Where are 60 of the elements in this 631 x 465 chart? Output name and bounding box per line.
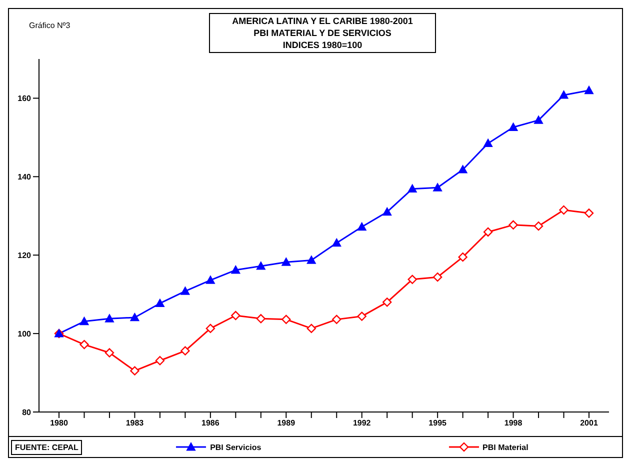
point (231, 310, 240, 320)
point (484, 138, 493, 148)
x-tick-label: 1980 (50, 418, 68, 428)
point (306, 324, 316, 334)
y-tick-label: 140 (18, 172, 32, 182)
point (432, 272, 442, 282)
point (534, 221, 544, 231)
y-tick-label: 100 (18, 329, 32, 338)
chart-title: AMERICA LATINA Y EL CARIBE 1980-2001 PBI MATERIAL Y DE SERVICIOS INDICES 1980=100 (210, 15, 435, 51)
point (155, 356, 165, 366)
x-tick-label: 1998 (504, 418, 523, 428)
point (584, 86, 594, 94)
point (408, 184, 417, 193)
point (332, 314, 342, 324)
point (559, 205, 568, 215)
point (433, 183, 442, 192)
point (104, 314, 114, 322)
point (180, 346, 190, 356)
x-tick-label: 1989 (277, 418, 296, 428)
point (80, 340, 89, 350)
point (104, 348, 114, 358)
legend-label: PBI Servicios (210, 442, 262, 452)
y-tick-label: 80 (22, 408, 32, 417)
point (155, 298, 164, 308)
point (282, 258, 291, 266)
x-tick-label: 1992 (352, 418, 372, 428)
point (408, 274, 417, 284)
point (584, 208, 594, 218)
point (382, 207, 392, 216)
point (306, 256, 316, 264)
point (206, 324, 216, 334)
x-tick-label: 1995 (428, 418, 448, 428)
point (256, 262, 266, 270)
point (458, 165, 468, 174)
point (508, 122, 518, 131)
point (256, 314, 266, 324)
point (534, 116, 544, 124)
point (231, 266, 240, 274)
point (130, 366, 140, 376)
point (180, 286, 190, 295)
point (357, 222, 366, 231)
x-tick-label: 1983 (126, 418, 144, 428)
x-tick-label: 1986 (202, 418, 220, 428)
x-tick-label: 2001 (580, 418, 598, 428)
point (206, 276, 215, 284)
point (483, 227, 493, 237)
point (80, 316, 89, 326)
y-tick-label: 120 (18, 250, 32, 260)
chart-subtitle: Gráfico Nº3 (29, 21, 70, 30)
point (332, 238, 342, 247)
source-note: FUENTE: CEPAL (11, 440, 82, 454)
point (130, 312, 140, 322)
point (382, 298, 392, 307)
legend-label: PBI Material (482, 442, 528, 452)
y-tick-label: 160 (18, 94, 32, 104)
point (458, 252, 468, 262)
point (508, 220, 518, 230)
point (559, 90, 568, 99)
point (282, 314, 291, 324)
point (357, 312, 366, 321)
